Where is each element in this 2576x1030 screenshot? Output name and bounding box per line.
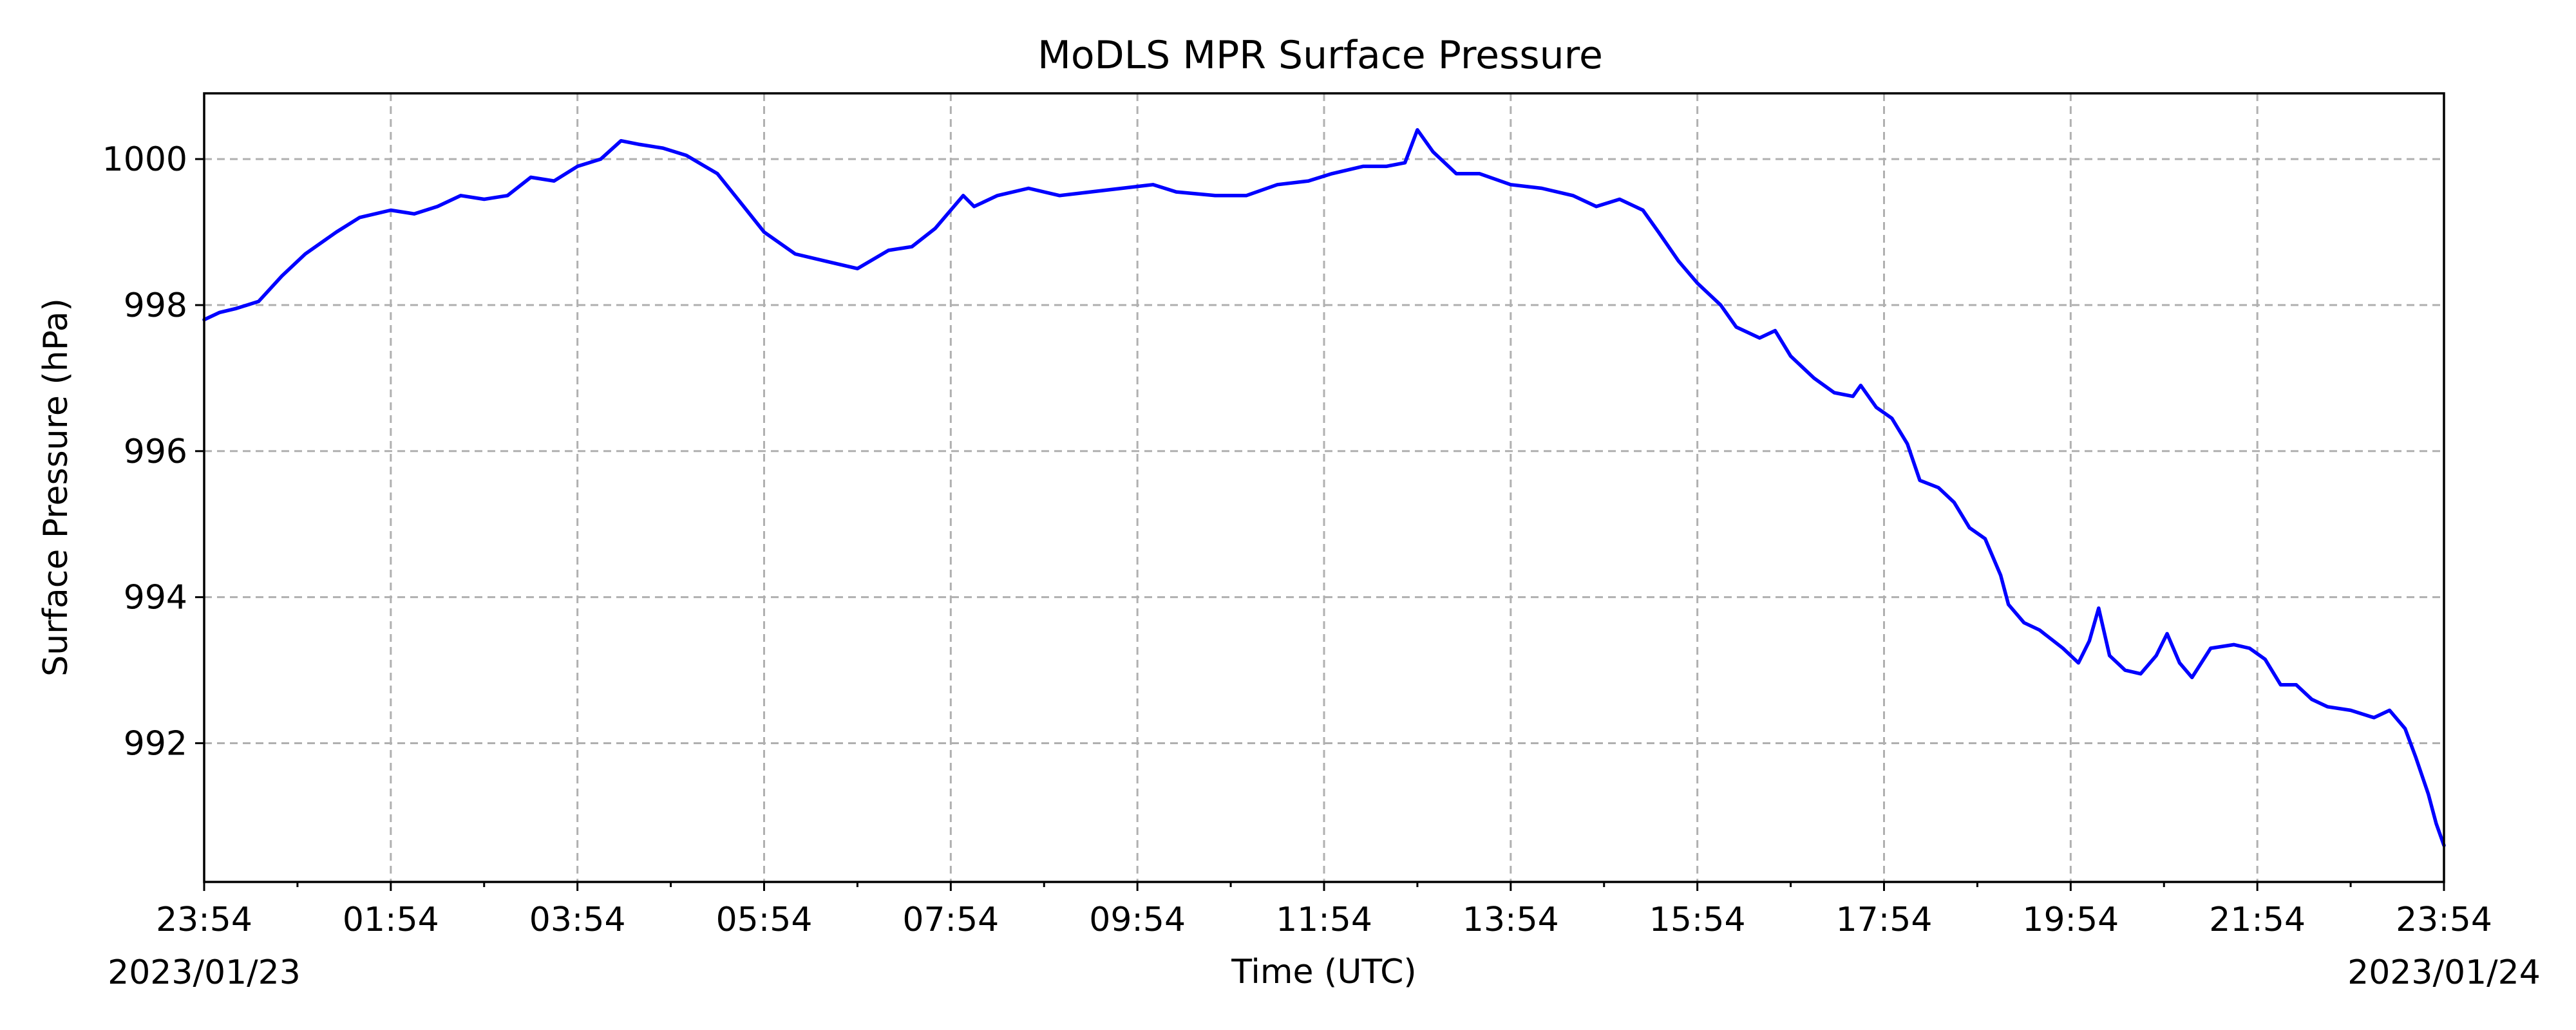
x-tick-label: 23:54 — [156, 901, 252, 939]
x-tick-label: 23:54 — [2396, 901, 2492, 939]
x-tick-label: 03:54 — [529, 901, 626, 939]
x-tick-label: 19:54 — [2022, 901, 2119, 939]
y-axis-label: Surface Pressure (hPa) — [37, 298, 75, 677]
x-tick-label: 09:54 — [1089, 901, 1186, 939]
x-tick-label: 21:54 — [2209, 901, 2306, 939]
x-tick-label: 13:54 — [1463, 901, 1559, 939]
series-layer — [202, 127, 2446, 848]
y-tick-label: 992 — [124, 724, 187, 763]
y-tick-label: 996 — [124, 433, 187, 471]
axis-ticks: 992 994 996 998 1000 23:54 2023/01/23 01:54 03:5… — [102, 140, 2541, 992]
x-axis-label: Time (UTC) — [1231, 953, 1416, 991]
y-tick-label: 998 — [124, 286, 187, 325]
x-tick-label: 05:54 — [716, 901, 813, 939]
x-tick-label: 07:54 — [902, 901, 999, 939]
pressure-series-line — [202, 127, 2446, 848]
x-tick-label: 15:54 — [1649, 901, 1746, 939]
x-tick-label: 17:54 — [1836, 901, 1933, 939]
x-tick-label: 11:54 — [1276, 901, 1372, 939]
chart-title: MoDLS MPR Surface Pressure — [1037, 33, 1603, 78]
x-tick-date-label: 2023/01/23 — [108, 953, 301, 992]
x-tick-date-label: 2023/01/24 — [2347, 953, 2541, 992]
grid-lines — [204, 93, 2444, 882]
y-tick-label: 994 — [124, 579, 187, 617]
y-tick-label: 1000 — [102, 140, 187, 179]
x-tick-label: 01:54 — [343, 901, 439, 939]
